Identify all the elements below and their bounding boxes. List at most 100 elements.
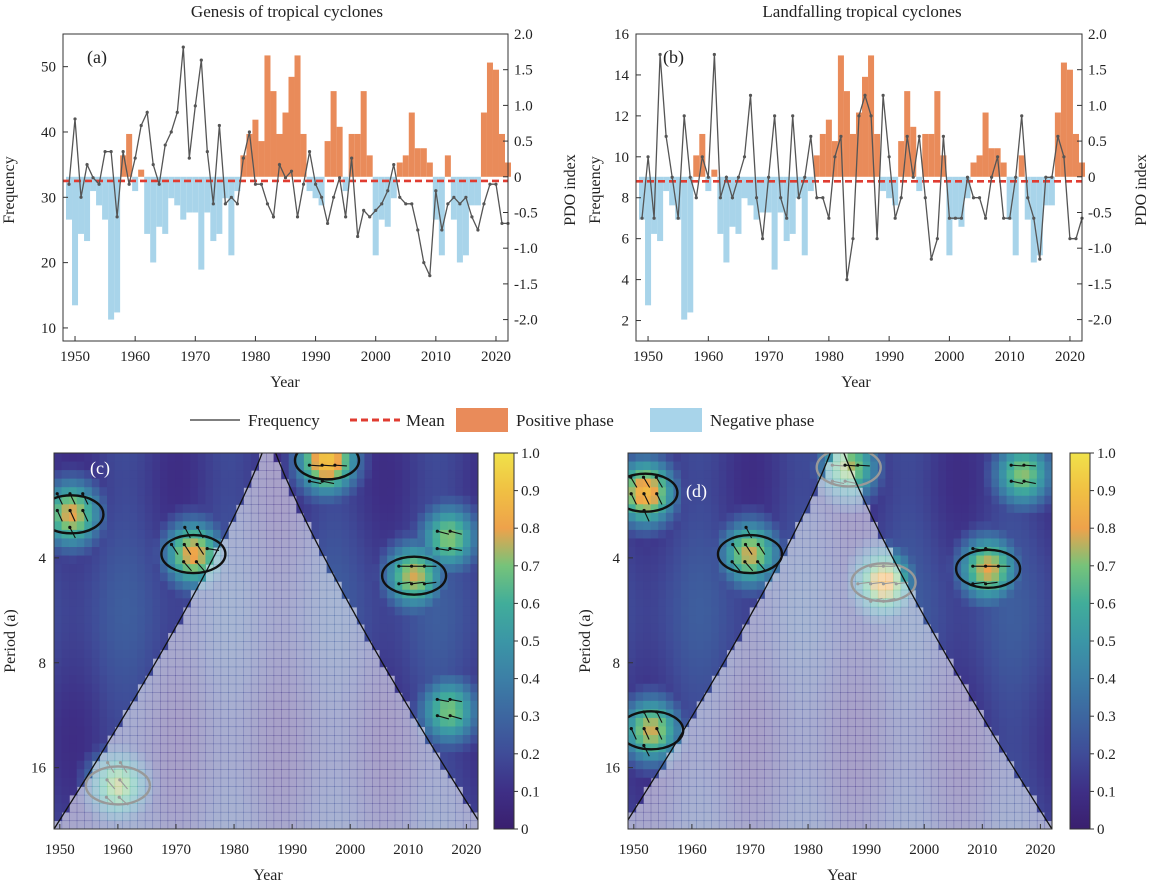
heatmap-cell: [220, 504, 229, 514]
heatmap-cell: [281, 495, 290, 505]
heatmap-cell: [840, 564, 849, 574]
heatmap-cell: [160, 632, 169, 642]
heatmap-cell: [197, 692, 207, 702]
heatmap-cell: [462, 495, 472, 505]
heatmap-cell: [372, 581, 381, 591]
heatmap-cell: [167, 717, 176, 728]
heatmap-cell: [91, 752, 101, 762]
phase-arrow-head: [196, 525, 200, 529]
heatmap-cell: [61, 461, 70, 471]
heatmap-cell: [326, 717, 335, 728]
pdo-bar: [216, 176, 223, 234]
heatmap-cell: [409, 529, 419, 540]
frequency-point: [356, 234, 360, 239]
heatmap-cell: [349, 717, 358, 728]
frequency-point: [736, 175, 741, 179]
pdo-bar: [390, 176, 397, 199]
heatmap-cell: [840, 615, 849, 625]
heatmap-cell: [824, 820, 834, 829]
heatmap-cell: [167, 572, 176, 582]
heatmap-cell: [372, 760, 381, 770]
heatmap-cell: [190, 820, 199, 829]
heatmap-cell: [379, 589, 388, 599]
heatmap-cell: [673, 641, 682, 651]
heatmap-cell: [296, 820, 305, 829]
heatmap-cell: [946, 709, 955, 719]
heatmap-cell: [635, 487, 644, 497]
heatmap-cell: [319, 700, 328, 710]
heatmap-cell: [76, 743, 85, 753]
heatmap-cell: [303, 752, 313, 762]
heatmap-cell: [855, 572, 864, 582]
heatmap-cell: [54, 478, 63, 488]
heatmap-cell: [915, 709, 924, 719]
heatmap-cell: [372, 487, 381, 497]
heatmap-cell: [893, 777, 902, 787]
heatmap-cell: [681, 692, 690, 702]
heatmap-cell: [855, 811, 864, 822]
heatmap-cell: [893, 743, 902, 753]
heatmap-cell: [432, 495, 441, 505]
heatmap-cell: [69, 777, 78, 787]
heatmap-cell: [364, 641, 373, 651]
heatmap-cell: [356, 504, 366, 514]
heatmap-cell: [114, 743, 123, 753]
heatmap-cell: [711, 555, 720, 565]
heatmap-cell: [54, 683, 63, 693]
heatmap-cell: [734, 717, 743, 728]
heatmap-cell: [658, 615, 667, 625]
heatmap-cell: [266, 820, 275, 829]
heatmap-cell: [938, 794, 947, 804]
heatmap-cell: [855, 803, 864, 813]
frequency-point: [163, 143, 167, 147]
heatmap-cell: [885, 726, 894, 736]
heatmap-cell: [930, 700, 940, 710]
heatmap-cell: [76, 487, 85, 497]
heatmap-cell: [840, 555, 849, 565]
heatmap-cell: [696, 572, 705, 582]
heatmap-cell: [756, 581, 765, 591]
heatmap-cell: [107, 598, 116, 608]
heatmap-cell: [756, 760, 765, 770]
heatmap-cell: [137, 700, 146, 710]
heatmap-cell: [402, 538, 411, 548]
heatmap-cell: [334, 683, 343, 693]
heatmap-cell: [273, 777, 282, 787]
heatmap-cell: [235, 478, 244, 488]
frequency-point: [422, 261, 426, 265]
heatmap-cell: [764, 743, 773, 753]
frequency-point: [845, 278, 849, 282]
heatmap-cell: [817, 649, 826, 659]
heatmap-cell: [893, 820, 902, 829]
heatmap-cell: [915, 717, 924, 728]
heatmap-cell: [756, 811, 765, 822]
heatmap-cell: [372, 572, 381, 582]
heatmap-cell: [76, 811, 85, 822]
heatmap-cell: [756, 649, 765, 659]
heatmap-cell: [303, 803, 313, 813]
heatmap-cell: [167, 487, 176, 497]
heatmap-cell: [847, 675, 856, 685]
heatmap-cell: [266, 538, 275, 548]
heatmap-cell: [847, 504, 856, 514]
heatmap-cell: [303, 641, 313, 651]
heatmap-cell: [326, 700, 335, 710]
heatmap-cell: [425, 504, 434, 514]
frequency-point: [380, 202, 384, 206]
heatmap-cell: [703, 666, 712, 676]
heatmap-cell: [673, 649, 682, 659]
heatmap-cell: [953, 623, 962, 634]
heatmap-cell: [364, 752, 373, 762]
heatmap-cell: [696, 794, 705, 804]
heatmap-cell: [711, 743, 720, 753]
heatmap-cell: [319, 820, 328, 829]
heatmap-cell: [107, 470, 116, 480]
heatmap-cell: [84, 538, 93, 548]
heatmap-cell: [771, 760, 781, 770]
heatmap-cell: [417, 632, 426, 642]
heatmap-cell: [91, 717, 101, 728]
heatmap-cell: [213, 726, 222, 736]
heatmap-cell: [54, 717, 63, 728]
heatmap-cell: [855, 632, 864, 642]
heatmap-cell: [840, 794, 849, 804]
